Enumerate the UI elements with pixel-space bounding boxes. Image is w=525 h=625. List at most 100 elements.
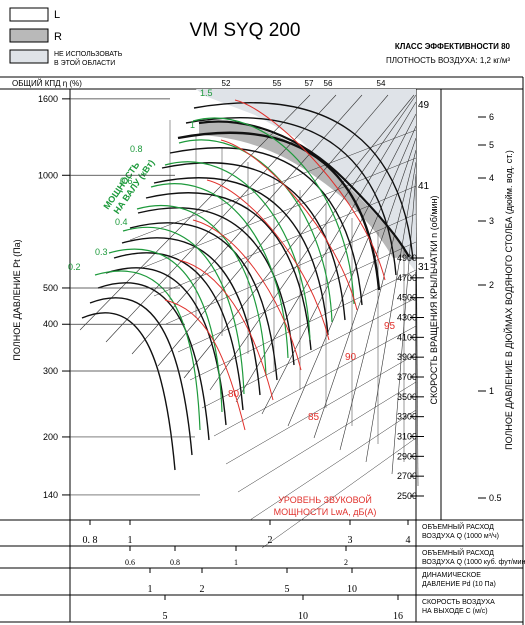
blade-angle: 31: [418, 262, 430, 273]
inch-tick-label: 4: [489, 173, 494, 183]
efficiency-tick-label: 57: [305, 79, 314, 88]
y-tick-label: 400: [43, 319, 58, 329]
y-ticks: 140 200 300 400 500 1000 1600: [38, 94, 200, 500]
bottom-scale-label: СКОРОСТЬ ВОЗДУХА: [422, 599, 495, 606]
air-density: ПЛОТНОСТЬ ВОЗДУХА: 1,2 кг/м³: [386, 56, 510, 65]
pressure-curves: [81, 102, 414, 471]
sound-curve: [206, 179, 330, 341]
bottom-scale-tick-label: 0.6: [125, 558, 135, 567]
rpm-gridline: [153, 185, 417, 297]
bottom-scale-tick-label: 16: [393, 611, 403, 622]
unused-region: [196, 89, 416, 272]
y-tick-label: 200: [43, 432, 58, 442]
bottom-scale-label: ДИНАМИЧЕСКОЕ: [422, 572, 481, 579]
power-curve: [192, 117, 355, 305]
inch-tick-label: 0.5: [489, 493, 502, 503]
blade-angles: 49 41 31: [418, 100, 430, 273]
rpm-gridline: [225, 353, 417, 465]
bottom-scale-tick-label: 5: [285, 584, 290, 595]
bottom-scale-tick-label: 10: [298, 611, 308, 622]
sound-curves: [164, 99, 386, 431]
r-region-band: [199, 121, 409, 258]
y-tick-label: 1000: [38, 170, 58, 180]
rpm-gridline: [201, 297, 417, 409]
blade-angle: 49: [418, 100, 430, 111]
sound-curve: [178, 259, 274, 401]
efficiency-tick-label: 55: [273, 79, 282, 88]
diagonal-gridline: [105, 94, 337, 343]
sound-curve: [192, 219, 302, 371]
bottom-scale-label: ОБЪЕМНЫЙ РАСХОД: [422, 522, 494, 531]
rpm-gridline: [141, 157, 417, 269]
rpm-gridline: [177, 241, 417, 353]
diagonal-gridline: [365, 161, 417, 463]
bottom-scale-tick-label: 5: [163, 611, 168, 622]
y-tick-label: 140: [43, 490, 58, 500]
sound-value: 85: [308, 412, 320, 423]
rpm-tick-label: 2900: [397, 451, 417, 461]
pressure-curve: [161, 162, 346, 321]
bottom-scale-tick-label: 1: [148, 584, 153, 595]
inch-tick-label: 2: [489, 280, 494, 290]
chart-title: VM SYQ 200: [190, 20, 301, 41]
efficiency-tick-label: 52: [222, 79, 231, 88]
efficiency-tick-label: 54: [377, 79, 386, 88]
pressure-curve: [121, 237, 261, 396]
power-curve: [94, 270, 201, 431]
bottom-scale-tick-label: 1: [234, 558, 238, 567]
pressure-curve: [113, 252, 244, 411]
pressure-curve: [169, 147, 363, 306]
sound-curve: [234, 99, 386, 281]
rpm-gridline: [261, 437, 417, 549]
bottom-scale-tick-label: 0. 8: [83, 535, 98, 546]
pressure-curve: [89, 297, 193, 456]
inch-tick-label: 5: [489, 140, 494, 150]
bottom-scale-tick-label: 4: [406, 535, 411, 546]
efficiency-axis-label: ОБЩИЙ КПД η (%): [12, 79, 82, 88]
power-value: 0.3: [95, 247, 108, 257]
rpm-tick-label: 4900: [397, 253, 417, 263]
power-curve: [108, 248, 223, 413]
bottom-scale-label: ДАВЛЕНИЕ Pd (10 Па): [422, 581, 496, 588]
bottom-scale-label: ВОЗДУХА Q (1000 куб. фут/мин): [422, 558, 525, 566]
sound-label-line-2: МОЩНОСТИ LwA, дБ(А): [274, 507, 377, 517]
power-value: 0.2: [68, 262, 81, 272]
blade-angle: 41: [418, 181, 430, 192]
rpm-tick-label: 3100: [397, 432, 417, 442]
efficiency-class: КЛАСС ЭФФЕКТИВНОСТИ 80: [395, 42, 511, 51]
bottom-scale-tick-label: 2: [344, 558, 348, 567]
bottom-scale-tick-label: 1: [128, 535, 133, 546]
bottom-scale-tick-label: 10: [347, 584, 357, 595]
rpm-ticks: 2500 2700 2900 3100 3300 3500 3700 3900 4100 4300…: [397, 253, 424, 501]
power-curve: [150, 183, 289, 359]
sound-values: 80 85 90 95: [228, 321, 396, 423]
rpm-gridline: [237, 381, 417, 493]
diagonal-gridline: [183, 94, 415, 379]
bottom-scales: ОБЪЕМНЫЙ РАСХОД ВОЗДУХА Q (1000 м³/ч) 0. 8…: [0, 520, 525, 623]
power-value: 1.5: [200, 88, 213, 98]
rpm-tick-label: 2500: [397, 491, 417, 501]
bottom-scale-label: НА ВЫХОДЕ C (м/с): [422, 608, 488, 615]
sound-curve: [220, 139, 358, 311]
sound-label-line-1: УРОВЕНЬ ЗВУКОВОЙ: [278, 494, 372, 505]
pressure-curve: [153, 177, 329, 336]
rpm-tick-label: 3500: [397, 392, 417, 402]
pressure-curve: [105, 267, 227, 426]
rpm-tick-label: 3900: [397, 352, 417, 362]
y-tick-label: 500: [43, 283, 58, 293]
rpm-axis-label: СКОРОСТЬ ВРАЩЕНИЯ КРЫЛЬЧАТКИ n (об/мин): [429, 195, 439, 404]
sound-curve: [164, 299, 246, 431]
pressure-curve: [193, 102, 414, 261]
left-axis-label: ПОЛНОЕ ДАВЛЕНИЕ Pt (Па): [12, 239, 22, 360]
pressure-curve: [177, 131, 381, 291]
rpm-tick-label: 2700: [397, 471, 417, 481]
right-axis-label: ПОЛНОЕ ДАВЛЕНИЕ В ДЮЙМАХ ВОДЯНОГО СТОЛБА…: [503, 150, 514, 450]
bottom-scale-tick-label: 2: [200, 584, 205, 595]
power-curve: [164, 161, 311, 341]
legend-label-l: L: [54, 9, 60, 21]
rpm-tick-label: 3700: [397, 372, 417, 382]
power-value: 0.4: [115, 217, 128, 227]
y-tick-label: 300: [43, 366, 58, 376]
sound-value: 80: [228, 389, 240, 400]
